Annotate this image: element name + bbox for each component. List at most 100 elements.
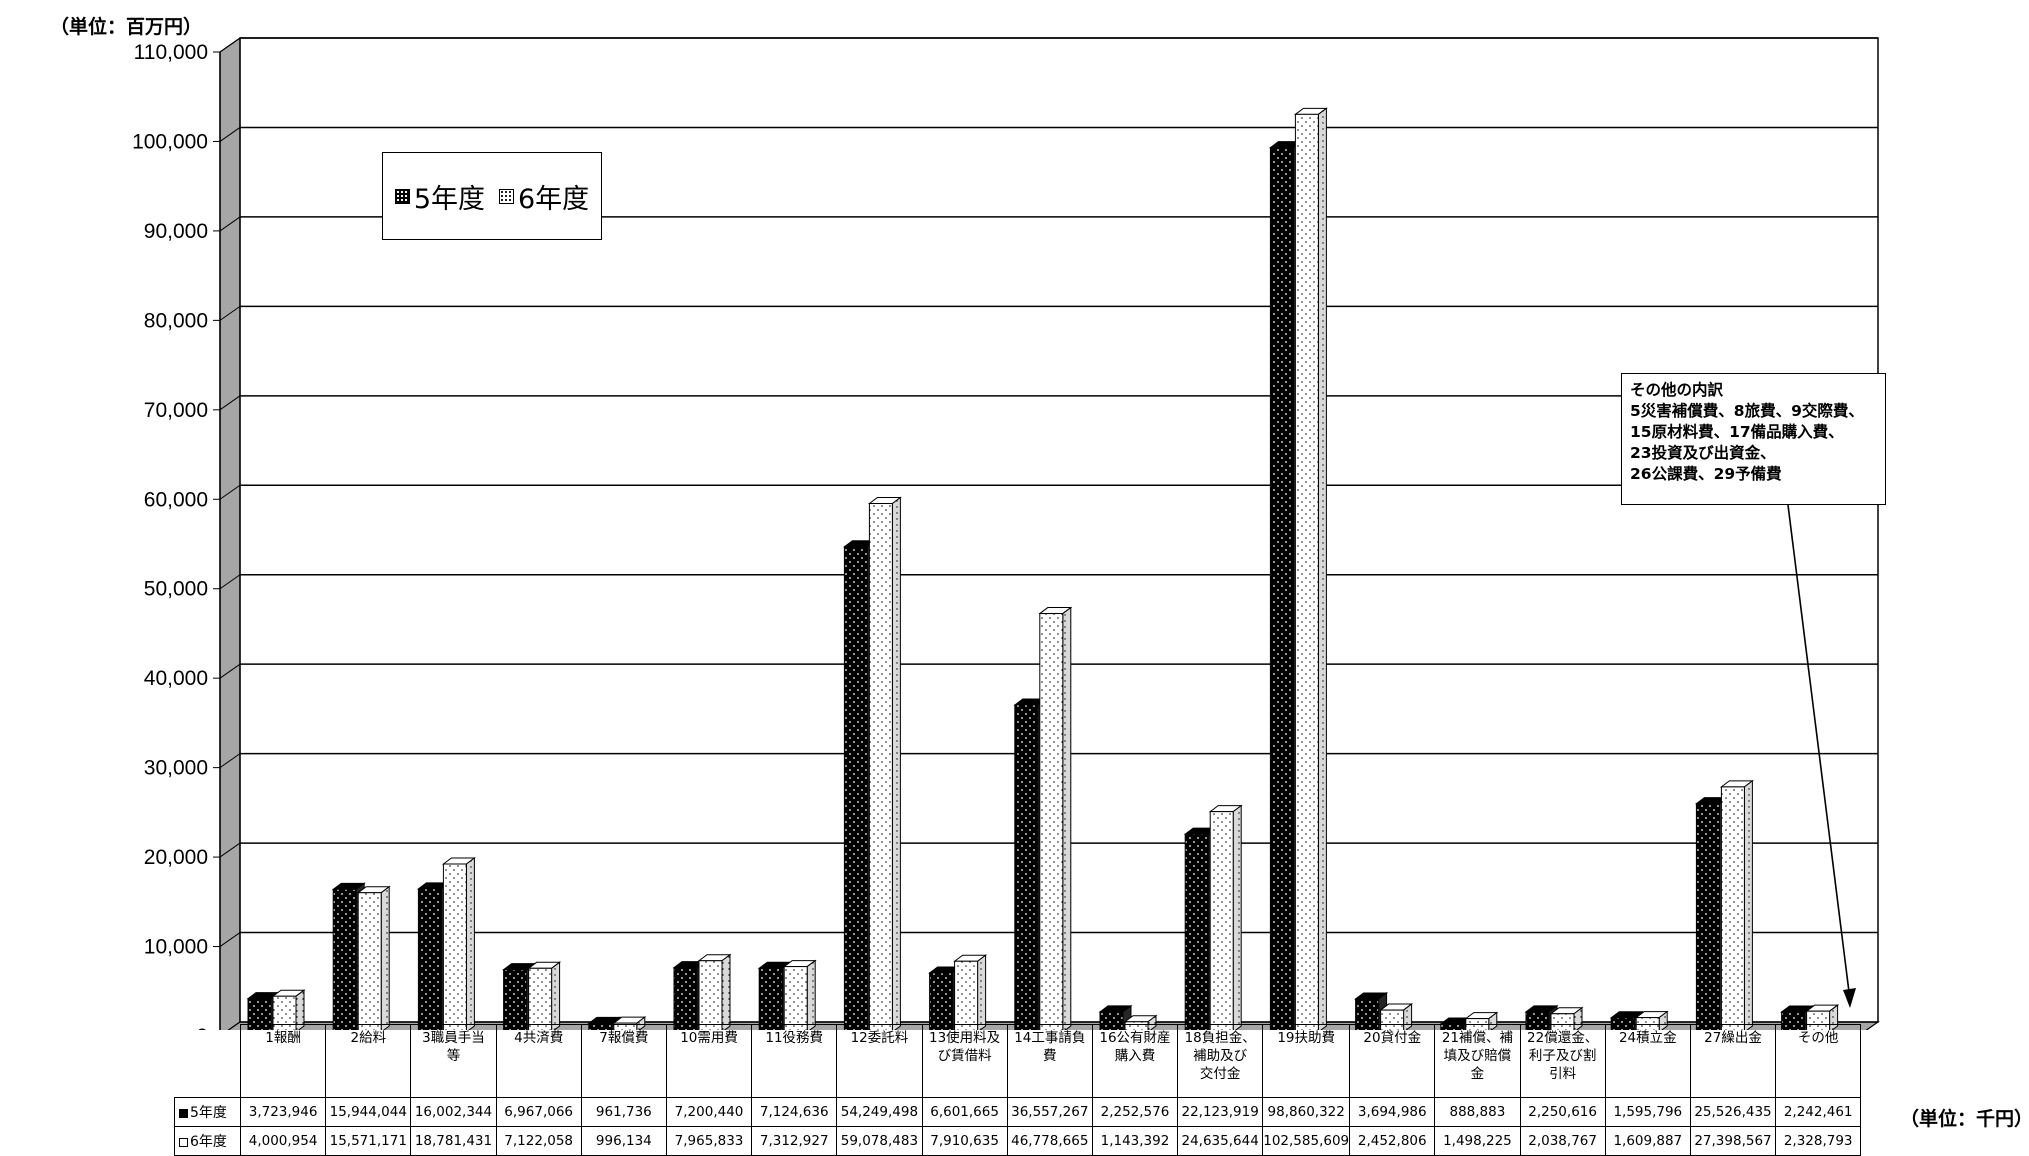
table-cell: 46,778,665 [1006,1126,1093,1156]
table-cell: 2,242,461 [1775,1097,1862,1127]
category-label: 10需用費 [665,1024,753,1098]
gridline-side [219,37,241,53]
category-label: 2給料 [325,1024,412,1098]
bar-s6 [782,959,817,1030]
note-line: 5災害補償費、8旅費、9交際費、 [1630,402,1864,420]
y-tick-label: 100,000 [132,130,208,153]
category-label: その他 [1775,1024,1862,1098]
unit-label-right: （単位：千円） [1900,1108,2029,1130]
bar-s6 [271,989,306,1030]
y-tick-label: 110,000 [134,41,208,64]
y-tick-label: 30,000 [144,757,208,780]
unit-label-top: （単位：百万円） [50,16,203,38]
category-label: 11役務費 [751,1024,838,1098]
bar-s6 [527,961,562,1030]
bar-s6 [953,954,988,1030]
category-label: 21補償、補 填及び賠償金 [1434,1024,1521,1098]
table-cell: 54,249,498 [836,1097,923,1127]
legend-label-s5: 5年度 [413,183,485,215]
y-tick-label: 80,000 [144,309,208,332]
y-tick-label: 90,000 [144,220,208,243]
y-axis-ticks: 0 10,000 20,000 30,000 40,000 50,000 60,000 70,… [132,41,221,1030]
bar-chart: 0 10,000 20,000 30,000 40,000 50,000 60,000 70,… [132,36,1880,1030]
bar-s6 [867,496,902,1030]
table-cell: 1,498,225 [1434,1126,1521,1156]
gridline-side [219,216,241,232]
table-cell: 25,526,435 [1689,1097,1777,1127]
table-cell: 6,601,665 [921,1097,1008,1127]
arrow-head [1843,988,1856,1008]
table-cell: 6,967,066 [495,1097,582,1127]
y-tick-label: 10,000 [144,936,208,959]
bars [246,107,1840,1030]
category-label: 18負担金、 補助及び 交付金 [1177,1024,1264,1098]
category-row: 1報酬 2給料 3職員手当等 4共済費 7報償費 10需用費 11役務費 12委託料 13使用料… [175,1024,1862,1098]
table-cell: 2,038,767 [1519,1126,1606,1156]
y-tick-label: 70,000 [144,399,208,422]
table-cell: 996,134 [580,1126,667,1156]
y-tick-label: 0 [196,1025,208,1030]
gridline-side [219,484,241,500]
data-table: 1報酬 2給料 3職員手当等 4共済費 7報償費 10需用費 11役務費 12委託料 13使用料… [174,1024,1862,1156]
gridline-side [219,395,241,411]
table-cell: 1,609,887 [1604,1126,1691,1156]
other-breakdown-note: その他の内訳 5災害補償費、8旅費、9交際費、 15原材料費、17備品購入費、 … [1621,373,1886,505]
category-label: 19扶助費 [1262,1024,1351,1098]
bar-s6 [1038,606,1073,1030]
arrow-line [1787,504,1851,1001]
y-tick-label: 40,000 [144,667,208,690]
table-cell: 15,571,171 [325,1126,412,1156]
legend-swatch-s6 [499,188,514,204]
table-cell: 27,398,567 [1689,1126,1777,1156]
table-cell: 2,252,576 [1091,1097,1179,1127]
legend: 5年度 6年度 [382,152,602,240]
table-corner [175,1025,241,1098]
bar-s6 [356,885,391,1030]
table-cell: 24,635,644 [1177,1126,1264,1156]
bar-s6 [1208,804,1243,1030]
gridline-side [219,753,241,769]
bar-s6 [1379,1003,1414,1030]
note-line: その他の内訳 [1630,381,1724,399]
category-label: 7報償費 [580,1024,667,1098]
gridline-side [219,574,241,590]
bar-s6 [697,953,732,1030]
category-label: 20貸付金 [1349,1024,1436,1098]
table-cell: 888,883 [1434,1097,1521,1127]
category-label: 27繰出金 [1689,1024,1777,1098]
table-cell: 7,965,833 [665,1126,753,1156]
series-label: 5年度 [174,1097,241,1127]
gridline-side [219,932,241,947]
table-cell: 3,723,946 [239,1097,327,1127]
table-cell: 98,860,322 [1262,1097,1351,1127]
series-label: 6年度 [174,1126,241,1156]
table-cell: 3,694,986 [1349,1097,1436,1127]
y-tick-label: 50,000 [144,578,208,601]
gridline-side [219,842,241,858]
table-cell: 961,736 [580,1097,667,1127]
note-line: 26公課費、29予備費 [1630,465,1782,483]
y-tick-label: 20,000 [144,846,208,869]
y-tick-label: 60,000 [144,488,208,511]
table-cell: 59,078,483 [836,1126,923,1156]
category-label: 1報酬 [239,1024,327,1098]
table-cell: 15,944,044 [325,1097,412,1127]
table-cell: 4,000,954 [239,1126,327,1156]
gridline-side [219,663,241,679]
category-label: 14工事請負費 [1006,1024,1093,1098]
table-cell: 2,452,806 [1349,1126,1436,1156]
series-row-s6: 6年度 4,000,954 15,571,171 18,781,431 7,122,05… [174,1126,1862,1156]
gridline-side [219,305,241,321]
category-label: 13使用料及 び賃借料 [921,1024,1008,1098]
table-cell: 1,595,796 [1604,1097,1691,1127]
table-cell: 22,123,919 [1177,1097,1264,1127]
note-arrow [1787,504,1856,1008]
note-line: 15原材料費、17備品購入費、 [1630,423,1844,441]
side-wall [219,36,241,1030]
table-cell: 7,124,636 [751,1097,838,1127]
series-row-s5: 5年度 3,723,946 15,944,044 16,002,344 6,967,06… [174,1097,1862,1127]
table-cell: 1,143,392 [1091,1126,1179,1156]
category-label: 22償還金、 利子及び割 引料 [1519,1024,1606,1098]
table-cell: 16,002,344 [410,1097,497,1127]
legend-label-s6: 6年度 [518,183,590,215]
